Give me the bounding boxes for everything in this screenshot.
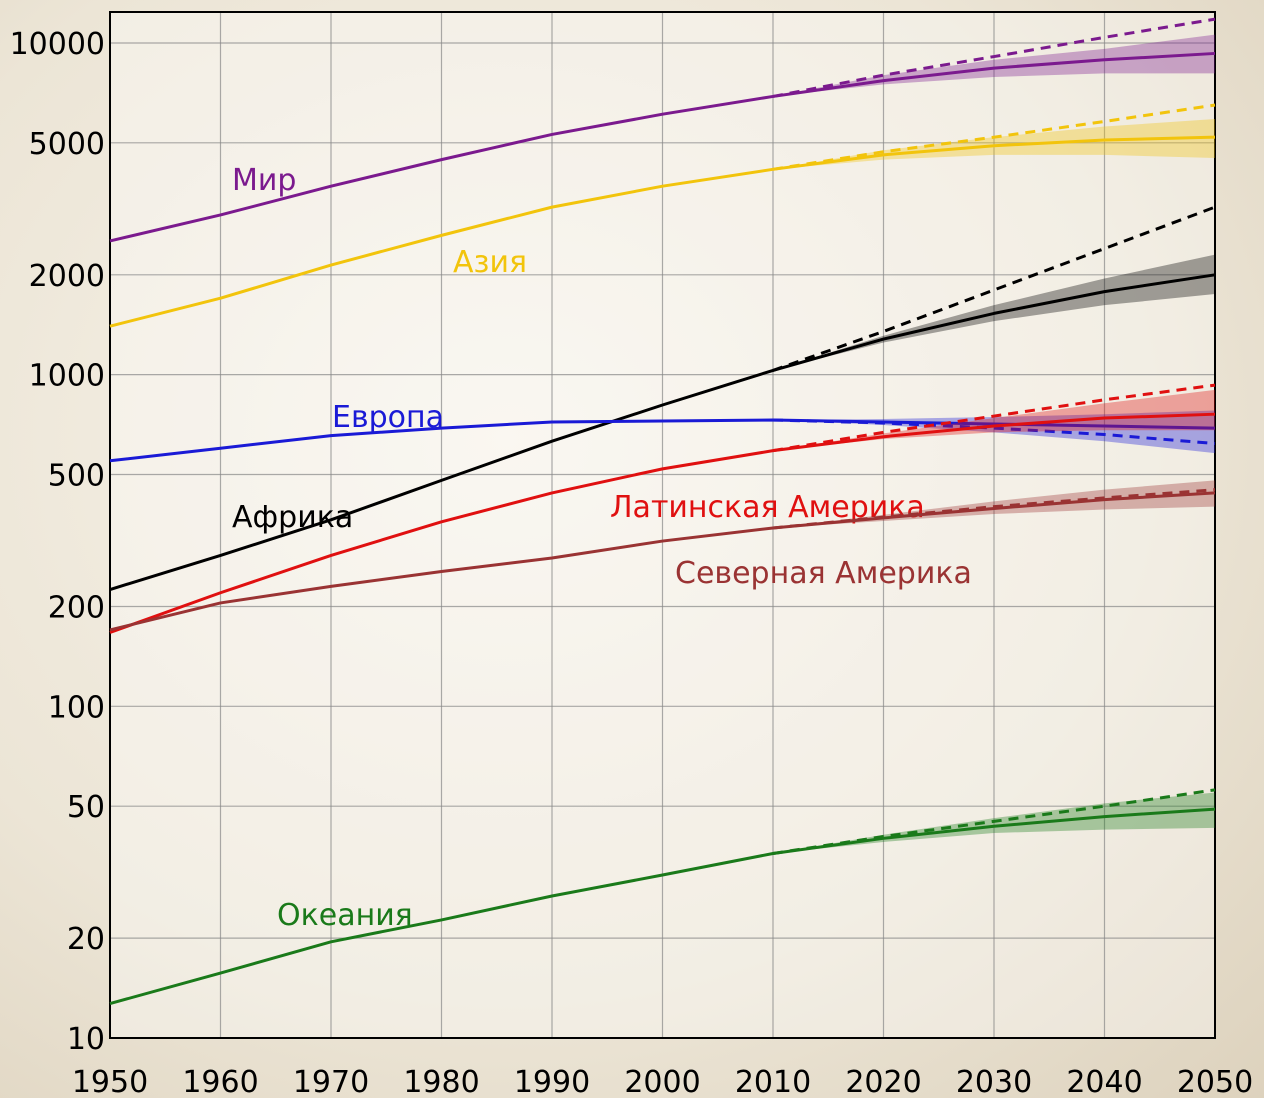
y-tick-label: 50 <box>67 790 105 825</box>
x-tick-label: 1970 <box>293 1065 369 1098</box>
y-tick-label: 100 <box>48 690 105 725</box>
y-tick-label: 5000 <box>29 127 105 162</box>
y-tick-label: 20 <box>67 922 105 957</box>
series-line <box>109 491 1216 632</box>
uncertainty-band <box>773 118 1215 170</box>
x-tick-label: 2020 <box>845 1065 921 1098</box>
x-tick-label: 2010 <box>735 1065 811 1098</box>
y-tick-label: 200 <box>48 590 105 625</box>
x-tick-label: 1990 <box>514 1065 590 1098</box>
series-label: Северная Америка <box>675 556 972 591</box>
x-tick-label: 2030 <box>956 1065 1032 1098</box>
x-tick-label: 2040 <box>1066 1065 1142 1098</box>
x-tick-label: 1950 <box>72 1065 148 1098</box>
series-label: Мир <box>232 163 296 198</box>
projection-line <box>772 17 1216 98</box>
x-tick-label: 2000 <box>624 1065 700 1098</box>
series-label: Океания <box>277 898 413 933</box>
x-tick-label: 2050 <box>1177 1065 1253 1098</box>
x-tick-label: 1980 <box>403 1065 479 1098</box>
series-label: Африка <box>232 500 353 535</box>
series-line <box>109 273 1216 591</box>
series-label: Азия <box>453 245 527 280</box>
series-label: Европа <box>332 400 444 435</box>
series-line <box>109 412 1216 634</box>
series-line <box>109 51 1216 243</box>
projection-line <box>772 205 1216 372</box>
y-tick-label: 10000 <box>10 27 105 62</box>
y-tick-label: 1000 <box>29 359 105 394</box>
plot-frame <box>109 11 1216 1039</box>
y-tick-label: 10 <box>67 1022 105 1057</box>
projection-line <box>772 383 1216 453</box>
y-tick-label: 500 <box>48 458 105 493</box>
projection-line <box>772 103 1216 171</box>
series-line <box>109 807 1216 1006</box>
series-line <box>109 135 1216 328</box>
x-tick-label: 1960 <box>182 1065 258 1098</box>
y-tick-label: 2000 <box>29 259 105 294</box>
